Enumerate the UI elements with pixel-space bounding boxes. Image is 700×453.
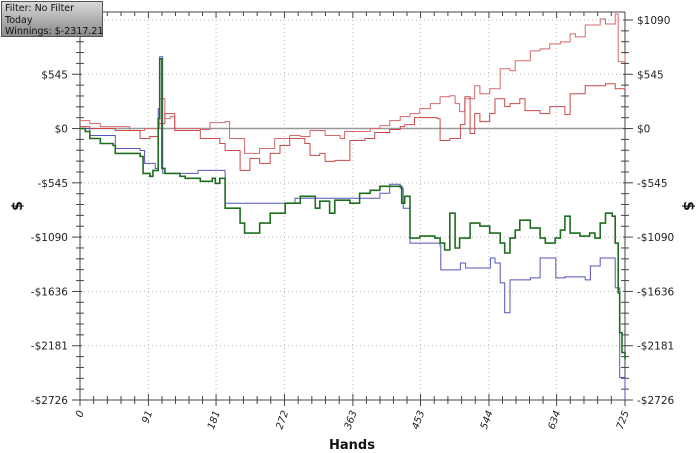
x-tick-label: 91 (141, 409, 156, 425)
y-axis-label-right: $ (680, 201, 696, 211)
y-tick-label-right: -$1636 (637, 286, 675, 298)
y-tick-label-right: -$2726 (637, 395, 675, 407)
y-tick-label-right: -$545 (637, 178, 668, 190)
x-tick-label: 634 (547, 409, 564, 431)
period-text: Today (5, 14, 33, 26)
winnings-text: Winnings: $-2317.21 (5, 26, 104, 37)
y-tick-label-left: $545 (41, 69, 68, 81)
y-tick-label-left: -$1636 (31, 286, 69, 298)
y-tick-label-right: -$1090 (637, 232, 674, 244)
x-tick-label: 725 (615, 409, 632, 431)
y-tick-label-right: $1090 (637, 15, 670, 27)
x-tick-label: 363 (343, 409, 360, 431)
y-tick-label-right: $545 (637, 69, 664, 81)
filter-text: Filter: No Filter (5, 3, 75, 14)
series-group (80, 13, 626, 400)
info-box: Filter: No Filter Today Winnings: $-2317… (1, 1, 103, 37)
x-axis-label: Hands (329, 438, 375, 453)
y-tick-label-left: -$2726 (31, 395, 69, 407)
x-tick-label: 181 (206, 409, 223, 431)
y-tick-label-left: -$1090 (31, 232, 68, 244)
x-tick-label: 272 (274, 409, 291, 431)
y-tick-label-left: $0 (55, 124, 68, 136)
y-tick-label-right: $0 (637, 124, 650, 136)
series-line-4 (80, 58, 626, 360)
x-tick-label: 453 (410, 409, 427, 431)
series-line-2 (80, 83, 626, 171)
y-tick-label-left: -$545 (37, 178, 68, 190)
y-tick-label-right: -$2181 (637, 341, 674, 353)
y-axis-label-left: $ (10, 201, 26, 211)
series-line-1 (80, 13, 626, 154)
x-tick-label: 0 (74, 409, 87, 419)
y-tick-label-left: -$2181 (31, 341, 68, 353)
axes: 091181272363453544634725$1090$1090$545$5… (31, 11, 675, 431)
x-tick-label: 544 (479, 409, 496, 431)
